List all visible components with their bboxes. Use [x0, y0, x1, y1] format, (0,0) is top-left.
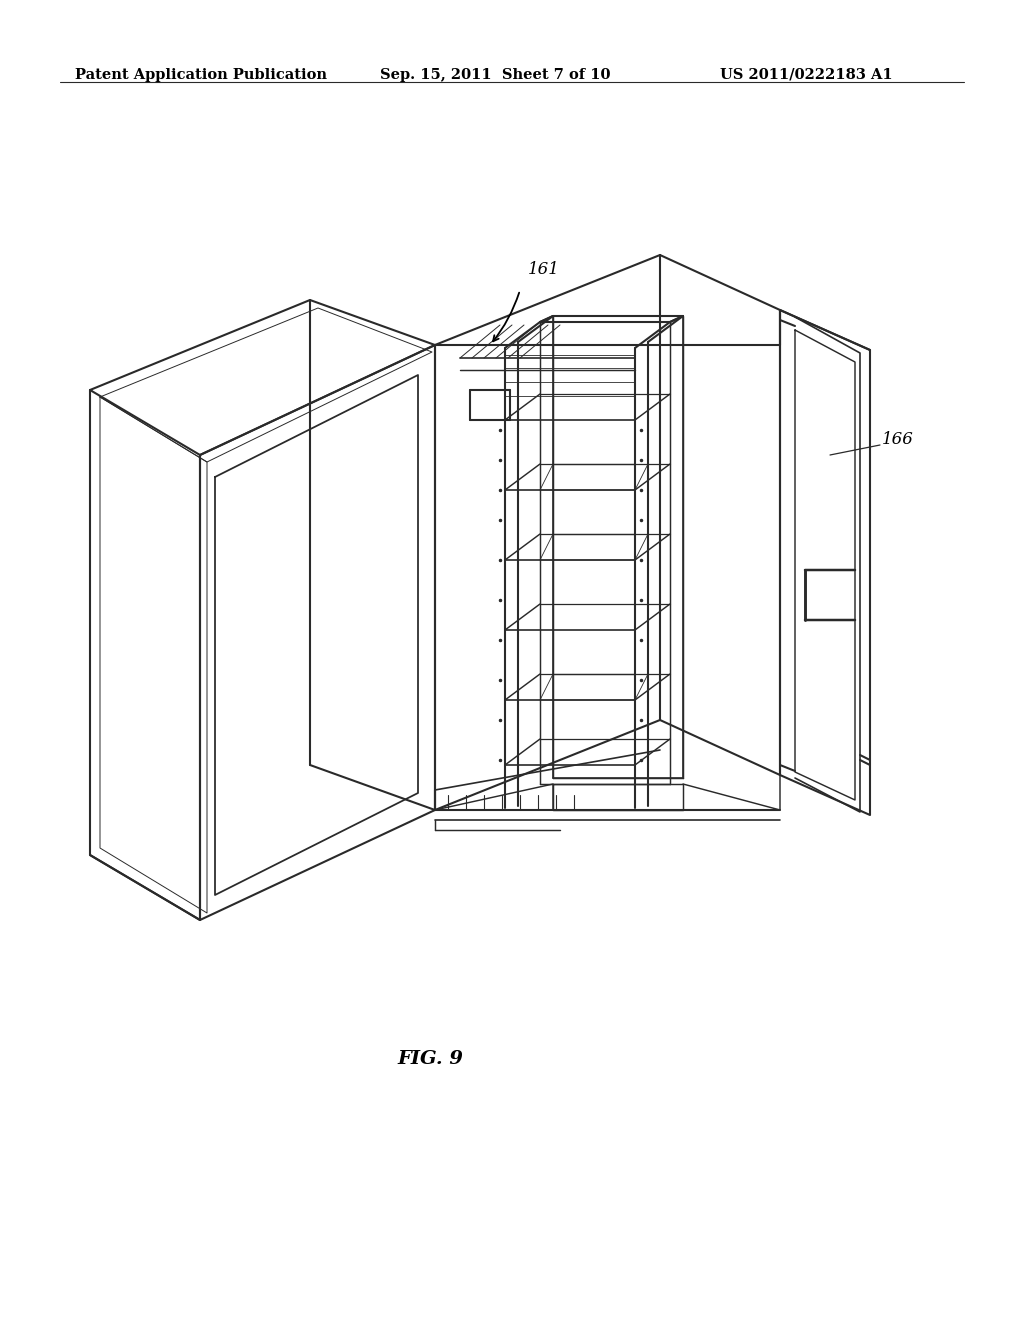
Text: FIG. 9: FIG. 9	[397, 1049, 463, 1068]
Text: 161: 161	[528, 261, 560, 279]
Text: 166: 166	[882, 432, 913, 449]
Text: US 2011/0222183 A1: US 2011/0222183 A1	[720, 69, 893, 82]
Text: Sep. 15, 2011  Sheet 7 of 10: Sep. 15, 2011 Sheet 7 of 10	[380, 69, 610, 82]
Text: Patent Application Publication: Patent Application Publication	[75, 69, 327, 82]
